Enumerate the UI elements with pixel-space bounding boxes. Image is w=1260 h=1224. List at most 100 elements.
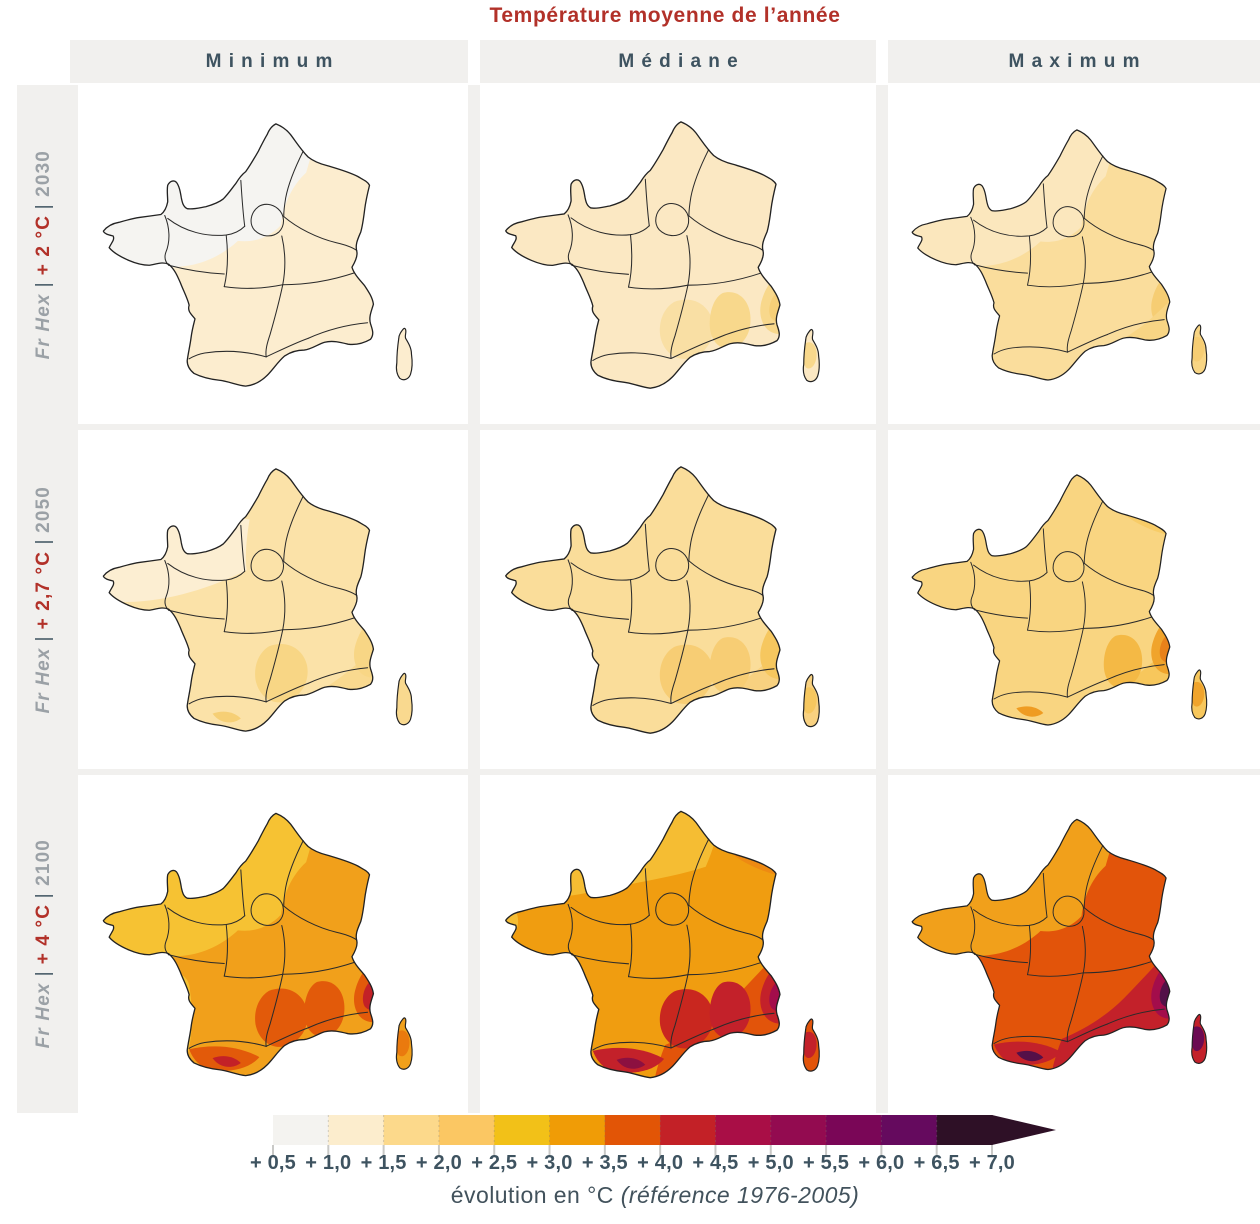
corsica-outline (802, 1018, 820, 1072)
heat-patch-corsica_spot (802, 1031, 817, 1058)
warming-level: + 4 °C (33, 904, 54, 965)
legend-arrow (992, 1115, 1056, 1145)
legend-segment-3 (438, 1115, 495, 1145)
column-header-mediane: Médiane (480, 40, 876, 83)
row-gutter (888, 769, 1260, 775)
heat-fill (505, 811, 820, 1078)
heat-patch-massif (255, 643, 308, 703)
row-gutter (78, 424, 468, 430)
map-panel-2100-mediane (480, 775, 876, 1113)
figure-title: Température moyenne de l’année (489, 4, 841, 27)
legend-caption: évolution en °C (référence 1976-2005) (70, 1182, 1240, 1209)
region-borders (970, 155, 1165, 355)
heat-patch-corsica_spot (802, 342, 817, 369)
france-outline (911, 474, 1171, 726)
legend-value-label: + 6,0 (858, 1152, 905, 1174)
map-panel-2050-mediane (480, 430, 876, 769)
legend-segment-4 (494, 1115, 551, 1145)
heat-patch-rhone (709, 637, 751, 694)
column-header-maximum: Maximum (888, 40, 1260, 83)
column-gutter (70, 775, 78, 1113)
heat-patch-massif (659, 989, 714, 1049)
france-outline (102, 468, 375, 732)
legend-segment-0 (273, 1115, 329, 1145)
heat-patch-bret_tip (505, 892, 519, 953)
france-outline (505, 466, 781, 734)
warming-level: + 2 °C (33, 214, 54, 276)
region-borders (567, 149, 775, 361)
legend-caption-reference: (référence 1976-2005) (620, 1182, 860, 1208)
separator: | (33, 892, 54, 899)
column-gutter (468, 430, 480, 769)
france-map-2100-maximum (911, 818, 1208, 1071)
map-panel-2050-minimum (78, 430, 468, 769)
heat-fill (912, 819, 1207, 1070)
legend-value-label: + 2,0 (415, 1152, 462, 1174)
row-label-text: Fr Hex | + 2,7 °C | 2050 (33, 486, 54, 713)
france-map-2050-mediane (505, 466, 820, 734)
map-panel-2030-maximum (888, 85, 1260, 424)
map-panel-2030-mediane (480, 85, 876, 424)
map-base-fill (912, 474, 1207, 726)
heat-fill (505, 121, 820, 389)
heat-patch-rhone (1103, 634, 1143, 688)
legend-segment-10 (826, 1115, 882, 1145)
heat-patch-rhone (709, 292, 751, 349)
heat-patch-corsica_spot (1191, 336, 1205, 362)
heat-fill (505, 466, 820, 734)
column-gutter (468, 775, 480, 1113)
heat-fill (103, 813, 413, 1076)
scenario-label: Fr Hex (33, 293, 54, 360)
legend-segment-2 (383, 1115, 440, 1145)
row-gutter (78, 769, 468, 775)
heat-patch-corsica_spot (1191, 1026, 1205, 1052)
region-borders (567, 838, 775, 1051)
corsica-outline (802, 328, 820, 383)
legend-value-label: + 0,5 (249, 1152, 297, 1174)
corsica-outline (395, 1017, 413, 1070)
france-outline (102, 123, 375, 387)
legend-value-label: + 1,0 (305, 1152, 352, 1174)
legend-caption-text: évolution en °C (450, 1182, 614, 1208)
region-borders (970, 844, 1165, 1044)
column-gutter (876, 85, 888, 424)
legend-value-label: + 4,0 (637, 1152, 684, 1174)
row-label-text: Fr Hex | + 2 °C | 2030 (33, 150, 54, 360)
corsica-outline (395, 327, 413, 381)
column-gutter (70, 430, 78, 769)
row-gutter (468, 424, 480, 430)
legend-value-label: + 7,0 (968, 1152, 1016, 1174)
region-borders (970, 500, 1165, 700)
column-gutter (468, 85, 480, 424)
map-panel-2030-minimum (78, 85, 468, 424)
region-borders (164, 150, 369, 360)
legend-value-label: + 3,0 (526, 1152, 573, 1174)
heat-patch-pyr_spot (1016, 1050, 1044, 1062)
region-borders (567, 494, 775, 706)
map-base-fill (505, 121, 820, 389)
row-label-text: Fr Hex | + 4 °C | 2100 (33, 839, 54, 1048)
map-panel-2100-minimum (78, 775, 468, 1113)
legend-segment-8 (715, 1115, 772, 1145)
legend-value-label: + 3,5 (581, 1152, 628, 1174)
heat-patch-alps_dot (1176, 1008, 1187, 1021)
column-gutter (876, 775, 888, 1113)
row-label-2050: Fr Hex | + 2,7 °C | 2050 (17, 430, 70, 769)
heat-patch-rhone (709, 981, 751, 1039)
france-map-2030-mediane (505, 121, 820, 389)
row-gutter (70, 769, 78, 775)
legend-value-label: + 2,5 (471, 1152, 518, 1174)
row-gutter (888, 424, 1260, 430)
heat-fill (912, 129, 1207, 381)
heat-fill (103, 468, 413, 732)
corsica-outline (1191, 669, 1208, 720)
france-map-2100-minimum (102, 812, 413, 1077)
legend-segment-11 (881, 1115, 938, 1145)
column-gutter (876, 430, 888, 769)
heat-patch-rhone (304, 981, 345, 1037)
legend-segment-12 (936, 1115, 993, 1145)
region-borders (164, 840, 369, 1049)
heat-patch-pyr_spot (1016, 706, 1044, 717)
column-header-minimum: Minimum (70, 40, 468, 83)
